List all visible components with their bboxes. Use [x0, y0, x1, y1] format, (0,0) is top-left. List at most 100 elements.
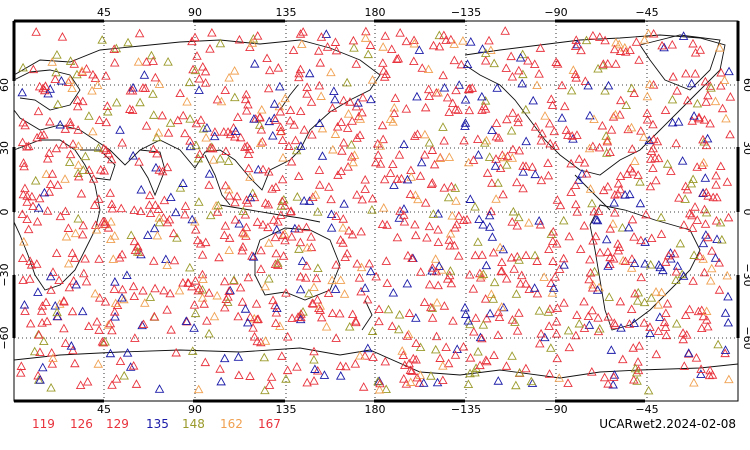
station-marker [389, 102, 400, 112]
station-marker [615, 46, 626, 55]
station-marker [50, 300, 60, 310]
station-marker [212, 94, 223, 104]
station-marker [609, 44, 620, 54]
station-marker [698, 157, 709, 167]
station-marker [314, 165, 325, 174]
station-marker [527, 162, 538, 171]
station-marker [559, 260, 569, 269]
station-marker [512, 326, 523, 335]
station-marker [409, 38, 420, 48]
station-marker [724, 374, 734, 384]
station-marker [548, 226, 559, 236]
station-marker [130, 333, 140, 342]
station-marker [110, 311, 120, 321]
station-marker [705, 365, 715, 375]
station-marker [335, 371, 346, 380]
station-marker [405, 377, 416, 386]
station-marker [669, 248, 680, 258]
station-marker [314, 80, 325, 90]
station-marker [111, 43, 122, 53]
station-marker [301, 273, 311, 282]
lat-tick-label-right: 60 [741, 78, 750, 92]
station-marker [100, 296, 111, 306]
station-marker [59, 296, 69, 305]
station-marker [551, 328, 562, 338]
station-marker [38, 83, 48, 93]
station-marker [60, 206, 71, 216]
station-marker [46, 285, 56, 294]
station-marker [463, 315, 473, 325]
station-marker [423, 64, 434, 74]
station-marker [100, 219, 111, 229]
station-marker [413, 194, 423, 204]
station-marker [101, 117, 112, 127]
station-marker [299, 195, 309, 205]
station-marker [245, 172, 255, 181]
station-marker [202, 316, 212, 325]
station-marker [234, 370, 244, 379]
station-marker [25, 274, 35, 283]
station-marker [242, 141, 252, 150]
station-marker [111, 374, 122, 383]
station-marker [344, 321, 355, 331]
station-marker [593, 313, 603, 322]
station-marker [424, 91, 435, 100]
station-marker [316, 32, 327, 41]
station-marker [241, 222, 252, 232]
station-marker [585, 184, 596, 193]
station-marker [518, 161, 528, 170]
station-marker [450, 222, 460, 232]
station-marker [194, 73, 205, 83]
station-marker [496, 302, 507, 311]
station-marker [501, 273, 512, 283]
station-marker [496, 266, 506, 276]
station-marker [81, 276, 92, 286]
station-marker [380, 356, 391, 366]
lon-tick-label-top: 180 [365, 6, 386, 19]
station-marker [551, 238, 562, 248]
station-marker [52, 307, 62, 317]
station-marker [162, 217, 173, 227]
station-marker [109, 57, 120, 67]
station-marker [257, 136, 268, 146]
station-marker [356, 226, 366, 236]
newzealand-coast [361, 299, 373, 331]
station-marker [28, 64, 39, 74]
station-marker [273, 63, 284, 72]
station-marker [615, 95, 626, 105]
station-marker [84, 111, 94, 120]
station-marker [192, 235, 203, 245]
station-marker [624, 189, 635, 199]
station-marker [367, 193, 378, 203]
station-marker [93, 143, 104, 152]
station-marker [631, 37, 642, 46]
station-marker [393, 53, 404, 63]
station-marker [302, 82, 312, 91]
station-marker [611, 59, 621, 68]
station-marker [488, 247, 499, 257]
legend-item: 162 [220, 417, 243, 431]
station-marker [620, 189, 630, 199]
station-marker [442, 274, 453, 283]
station-marker [523, 55, 533, 65]
station-marker [684, 304, 695, 314]
station-marker [603, 80, 614, 90]
station-marker [474, 214, 484, 224]
station-marker [165, 288, 175, 298]
station-marker [558, 253, 569, 263]
station-marker [681, 68, 691, 78]
station-marker [701, 306, 712, 316]
station-marker [91, 224, 102, 234]
station-marker [213, 200, 224, 210]
station-marker [636, 272, 646, 282]
station-marker [686, 178, 697, 188]
station-marker [119, 294, 129, 304]
station-marker [275, 321, 285, 330]
station-marker [278, 251, 289, 260]
station-marker [84, 321, 94, 331]
station-marker [460, 121, 470, 130]
station-marker [491, 118, 502, 127]
station-marker [65, 149, 76, 159]
station-marker [115, 356, 126, 366]
station-marker [73, 171, 84, 181]
